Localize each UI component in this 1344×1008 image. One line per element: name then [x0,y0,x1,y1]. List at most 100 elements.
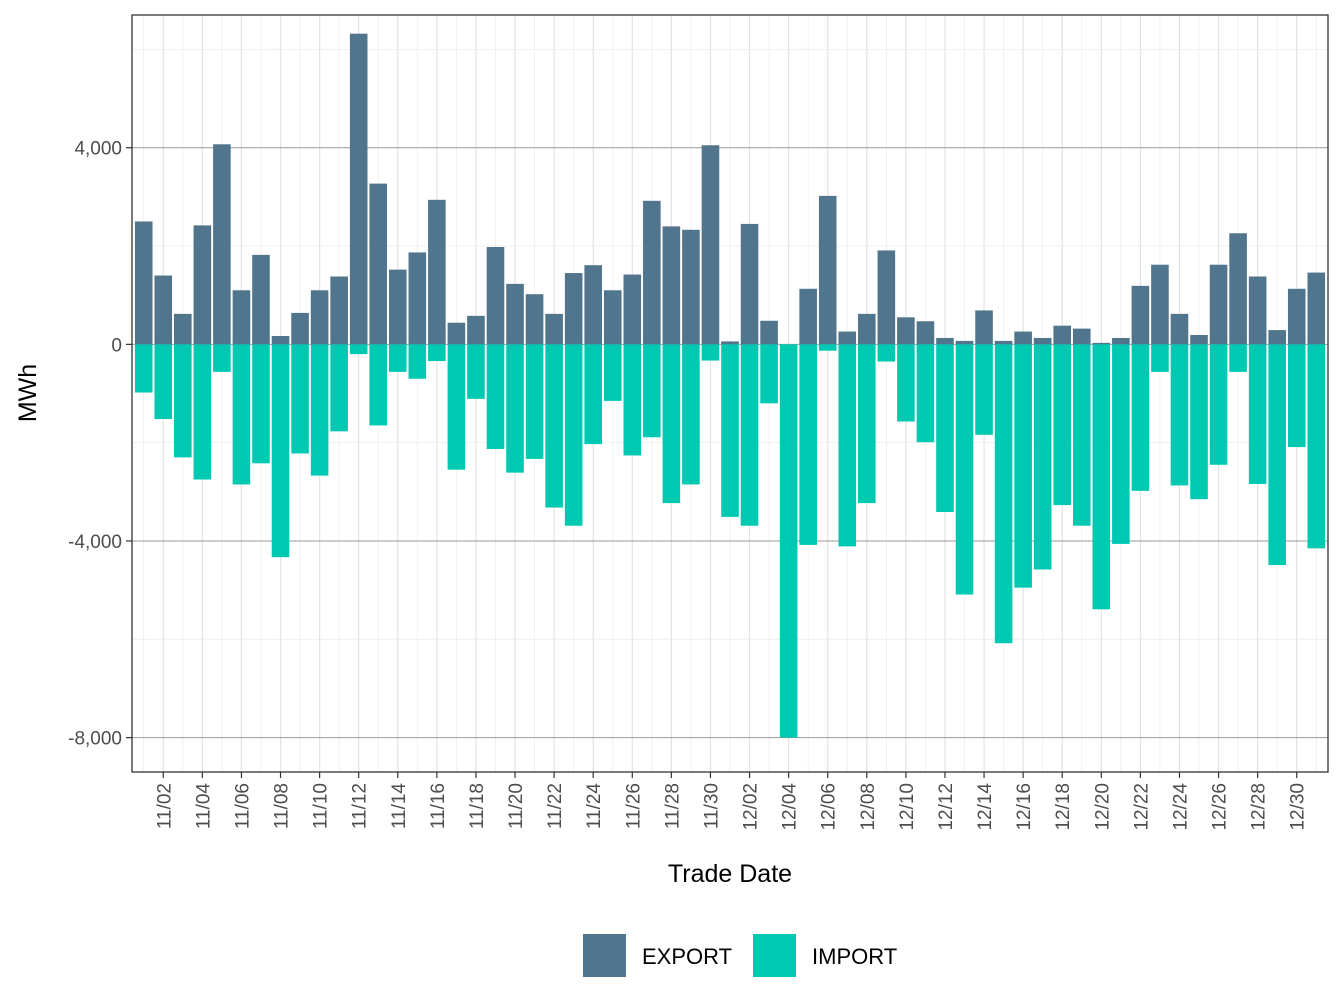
x-tick-label: 12/16 [1014,783,1035,831]
bar-import [545,344,563,508]
x-tick-label: 12/22 [1131,783,1152,831]
bar-export [955,340,974,345]
bar-export [1287,288,1306,345]
bar-import [1268,344,1286,566]
bar-import [193,344,212,480]
y-axis-title: MWh [14,364,42,422]
bar-export [213,144,231,345]
bar-import [682,344,700,485]
bar-export [603,290,622,345]
bar-export [1053,325,1072,345]
bar-import [662,344,681,504]
bar-import [701,344,720,361]
bar-import [369,344,388,426]
bar-export [154,275,173,345]
bar-import [643,344,661,438]
x-tick-label: 12/04 [780,783,801,831]
bar-export [564,273,583,345]
bar-import [525,344,544,459]
bar-import [467,344,485,399]
bar-export [1229,233,1247,345]
bar-export [271,335,290,345]
bar-import [1209,344,1228,465]
bar-import [838,344,857,547]
bar-import [1131,344,1150,491]
x-tick-label: 11/24 [584,783,605,830]
legend-swatch-import [753,934,796,977]
x-tick-label: 11/20 [506,783,527,829]
y-tick-label: -8,000 [68,729,122,750]
bar-export [1092,342,1111,345]
bar-import [818,344,837,351]
x-tick-label: 12/20 [1092,783,1113,831]
bar-import [388,344,407,372]
bar-export [252,254,270,345]
bar-export [408,252,427,345]
bar-export [1072,328,1091,345]
x-tick-label: 11/28 [662,783,683,829]
bar-import [623,344,642,456]
y-tick-label: 4,000 [74,139,122,160]
x-tick-label: 12/14 [975,783,996,831]
bar-export [975,310,993,345]
bar-export [897,317,915,345]
x-tick-label: 11/04 [193,783,214,830]
bar-import [1014,344,1032,588]
bar-export [936,337,954,345]
x-tick-label: 12/26 [1210,783,1231,831]
bar-export [1112,337,1130,345]
legend-swatch-export [583,934,626,977]
bar-import [349,344,368,355]
bar-export [1209,264,1228,345]
x-tick-label: 12/12 [936,783,957,831]
bar-export [1033,337,1052,345]
x-axis-title: Trade Date [668,860,792,888]
bar-import [330,344,348,432]
x-tick-label: 12/02 [741,783,762,831]
bar-import [1033,344,1052,570]
x-tick-label: 12/18 [1053,783,1074,831]
bar-import [721,344,739,517]
bar-import [408,344,427,379]
bar-import [584,344,602,445]
bar-export [506,283,524,345]
bar-import [134,344,153,393]
bar-export [447,322,466,345]
bar-import [1053,344,1072,506]
bar-export [428,199,446,345]
bar-import [486,344,505,450]
x-tick-label: 12/28 [1249,783,1270,831]
x-tick-label: 11/14 [389,783,410,830]
x-tick-label: 11/18 [467,783,488,829]
x-tick-label: 12/30 [1288,783,1309,831]
legend-label-import: IMPORT [812,944,897,969]
bar-export [721,341,739,345]
legend-label-export: EXPORT [642,944,732,969]
bar-export [1131,285,1150,345]
bar-import [1092,344,1111,610]
x-tick-label: 12/06 [819,783,840,831]
bar-import [1190,344,1208,500]
bar-export [877,250,896,345]
x-tick-label: 11/02 [154,783,175,829]
x-axis: 11/02 11/04 11/06 11/08 11/10 11/12 11/14 11/16… [154,772,1309,831]
bar-import [213,344,231,372]
bar-export [174,313,192,345]
bar-import [1287,344,1306,448]
bar-export [330,276,348,345]
bar-import [975,344,993,435]
bar-export [232,290,251,345]
bar-import [1307,344,1326,549]
bar-export [858,313,876,345]
bar-import [936,344,954,512]
bar-import [506,344,524,473]
x-tick-label: 12/24 [1170,783,1191,831]
bar-import [447,344,466,470]
bar-import [154,344,173,420]
bars [134,33,1326,738]
bar-import [310,344,329,476]
x-tick-label: 11/26 [623,783,644,829]
bar-import [877,344,896,362]
bar-import [858,344,876,504]
bar-export [1170,313,1189,345]
